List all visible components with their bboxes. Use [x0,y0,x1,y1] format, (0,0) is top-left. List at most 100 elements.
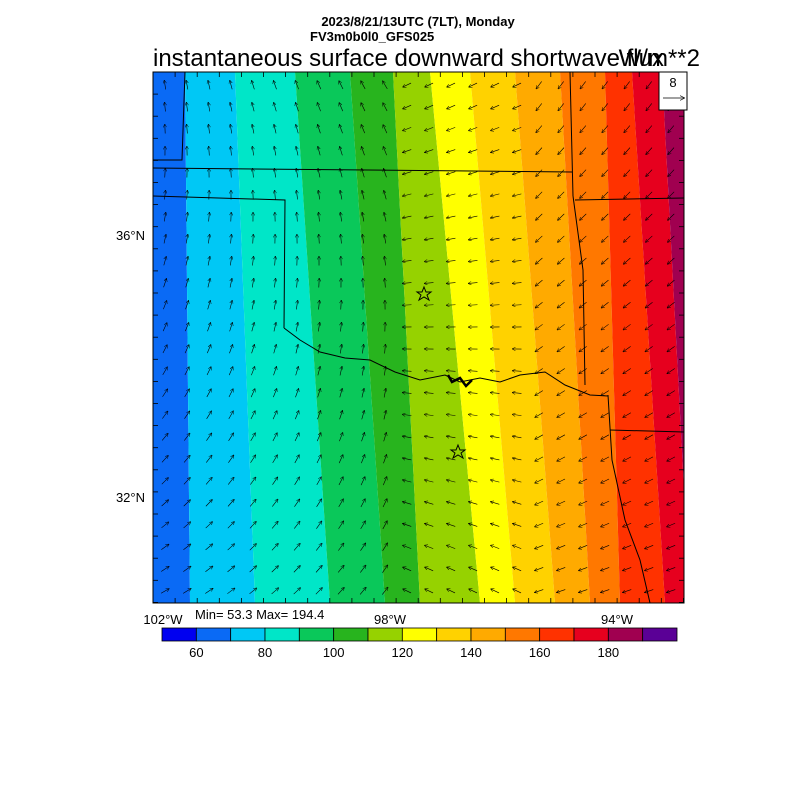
colorbar-swatch [230,627,266,642]
wind-vector [403,436,412,438]
wind-vector [602,235,609,242]
wind-vector [183,478,190,485]
wind-vector [558,147,565,155]
wind-vector [294,499,299,507]
wind-vector [382,521,387,530]
lake-texoma [446,374,473,388]
wind-vector [231,147,232,156]
wind-vector [624,235,631,242]
field-band [350,72,420,603]
colorbar-swatch [367,627,403,642]
wind-vector [469,104,478,109]
wind-vector [363,257,364,266]
wind-vector [295,81,299,90]
wind-vector [469,436,478,438]
wind-vector [667,500,676,505]
wind-vector [602,279,609,286]
wind-vector [667,456,676,461]
wind-vector [580,213,587,220]
wind-vector [469,82,478,87]
wind-vector [362,389,364,398]
city-star-marker [415,285,433,302]
wind-vector [186,81,188,90]
field-band [393,72,480,603]
wind-vector [187,125,188,134]
wind-vector [469,171,478,175]
wind-vector [274,125,276,134]
wind-vector [425,524,434,527]
wind-vector [230,279,232,288]
wind-vector [667,368,675,374]
wind-vector [623,500,632,505]
wind-vector [229,301,232,310]
border-kansas-missouri [569,72,574,197]
wind-vector [162,345,167,354]
wind-vector [469,414,478,415]
lat-label-36n: 36°N [116,228,145,243]
wind-vector [403,458,412,460]
field-band [185,72,255,603]
wind-vector [272,411,277,420]
wind-vector [557,545,566,548]
wind-vector [667,346,675,351]
wind-vector [315,566,322,573]
wind-vector [206,411,212,419]
wind-vector [316,521,321,529]
wind-vector [601,567,610,570]
wind-vector [206,389,211,398]
wind-vector [425,371,434,372]
wind-vector [293,588,301,595]
field-band [605,72,665,603]
wind-vector [645,412,654,418]
wind-vector [513,149,522,153]
wind-vector [186,213,187,222]
wind-vector [491,480,500,483]
wind-vector [425,149,434,153]
wind-vector [447,458,456,460]
wind-vector [362,345,363,354]
wind-vector [339,389,342,398]
wind-vector [623,390,631,396]
wind-vector [447,149,456,153]
wind-vector [580,81,586,88]
wind-vector [340,367,342,376]
wind-vector [579,390,587,396]
wind-vector [230,81,233,90]
wind-vector [272,433,277,442]
wind-vector [184,433,189,441]
wind-vector [384,213,386,222]
wind-vector [206,433,211,441]
field-band [470,72,555,603]
wind-vector [340,345,341,354]
wind-vector [383,147,387,156]
colorbar-tick-label: 100 [323,645,345,660]
wind-vector [339,125,343,134]
wind-vector [646,125,653,133]
wind-vector [160,589,169,594]
wind-vector [469,216,478,218]
wind-vector [645,434,654,439]
wind-vector [207,301,211,310]
wind-vector [469,545,478,549]
wind-vector [318,345,320,354]
wind-vector [249,522,256,529]
wind-vector [425,589,434,594]
wind-vector [384,367,385,376]
wind-vector [339,411,343,420]
wind-vector [535,500,544,505]
wind-vector [558,81,564,88]
wind-vector [536,235,543,242]
wind-vector [295,389,298,398]
wind-vector [601,478,610,483]
wind-vector [513,260,522,261]
wind-vector [469,458,478,460]
wind-vector [536,169,543,177]
colorbar-tick-label: 120 [391,645,413,660]
wind-vector [601,346,609,351]
wind-vector [536,191,543,198]
wind-vector [252,301,254,310]
wind-vector [227,566,235,573]
wind-vector [645,589,654,593]
wind-vector [624,169,631,177]
